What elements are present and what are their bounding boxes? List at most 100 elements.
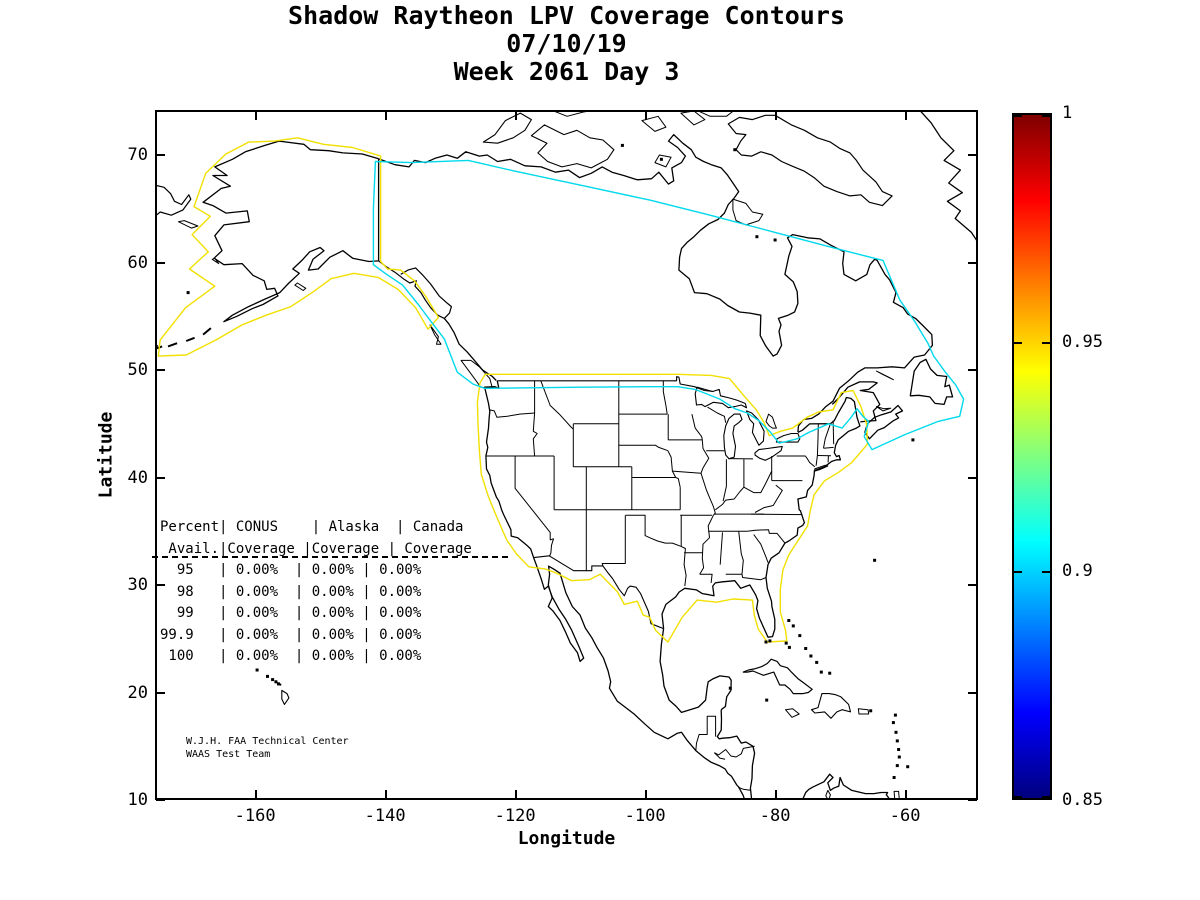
x-tick-mark--100 <box>644 790 647 799</box>
map-layer-melville-island-edge <box>554 112 587 117</box>
y-tick-mark-right-30 <box>968 584 977 587</box>
map-island-dot-2 <box>271 678 275 682</box>
x-tick-mark-top--160 <box>254 111 257 120</box>
figure-date: 07/10/19 <box>506 29 627 58</box>
x-tick-mark-top--60 <box>904 111 907 120</box>
map-layer-nova-scotia <box>864 404 904 440</box>
map-island-dot-35 <box>659 157 663 161</box>
map-layer-state-ny-pa <box>776 455 816 468</box>
map-island-dot-31 <box>765 698 769 702</box>
y-tick-label-30: 30 <box>127 575 148 596</box>
map-layer-pacific-coast <box>483 380 745 798</box>
coverage-table-row-1: 98 | 0.00% | 0.00% | 0.00% <box>160 583 422 600</box>
x-tick-label--160: -160 <box>234 806 276 826</box>
map-island-dot-26 <box>804 647 808 650</box>
colorbar-tick-mark-0.95-right <box>1042 342 1050 344</box>
x-tick-mark--140 <box>384 790 387 799</box>
map-layer-state-sd-ne <box>618 444 669 452</box>
y-tick-label-10: 10 <box>127 790 148 811</box>
coverage-table-row-4: 100 | 0.00% | 0.00% | 0.00% <box>160 648 422 664</box>
map-layer-el-salvador-border <box>713 752 726 760</box>
map-layer-state-la-ms <box>699 573 713 583</box>
map-layer-cuba <box>742 658 813 695</box>
map-layer-state-al-ga <box>738 531 744 575</box>
map-layer-contour-cyan-canada <box>372 159 965 451</box>
map-island-dot-21 <box>787 619 791 622</box>
map-island-dot-9 <box>186 291 190 295</box>
map-layer-costa-rica-border <box>737 786 752 791</box>
credit-block: W.J.H. FAA Technical Center WAAS Test Te… <box>186 736 349 761</box>
map-layer-state-ia-mo <box>672 470 702 474</box>
map-island-dot-29 <box>819 670 823 674</box>
map-layer-lake-maracaibo <box>825 789 831 798</box>
map-island-dot-27 <box>809 654 813 658</box>
y-tick-mark-50 <box>156 369 165 372</box>
figure-title: Shadow Raytheon LPV Coverage Contours <box>288 1 845 30</box>
map-layer-state-w-va <box>754 484 783 513</box>
map-layer-vancouver-island <box>460 359 493 389</box>
x-tick-label--60: -60 <box>889 806 921 826</box>
map-island-dot-23 <box>784 641 788 645</box>
map-layer-us-canada-border-49 <box>497 376 714 393</box>
map-layer-arctic-coast-mainland <box>378 133 934 432</box>
map-layer-gaspe-coast <box>831 381 881 423</box>
map-layer-lake-superior <box>694 386 748 409</box>
map-layer-state-fl-n <box>725 573 767 581</box>
map-layer-state-ms-al <box>719 532 723 565</box>
map-layer-somerset-island <box>680 112 706 126</box>
y-tick-mark-right-20 <box>968 691 977 694</box>
coverage-table-header-0: Percent| CONUS | Alaska | Canada <box>160 519 464 535</box>
x-tick-mark--60 <box>904 790 907 799</box>
map-island-dot-22 <box>791 624 795 628</box>
map-island-dot-8 <box>873 558 877 562</box>
credit-line-1: W.J.H. FAA Technical Center <box>186 736 349 747</box>
y-tick-mark-30 <box>156 584 165 587</box>
colorbar-tick-label-0.95: 0.95 <box>1062 332 1103 352</box>
map-island-dot-12 <box>894 730 898 734</box>
map-layer-state-ohio-river <box>714 470 773 511</box>
map-island-dot-13 <box>895 739 899 743</box>
map-layer-state-mississippi-upper <box>691 413 716 516</box>
y-tick-label-50: 50 <box>127 360 148 381</box>
map-layer-aleutian-3 <box>167 342 178 348</box>
map-layer-anticosti-island <box>876 370 894 381</box>
map-layer-caribbean-coast <box>659 628 756 798</box>
map-layer-king-william-island <box>654 154 672 168</box>
credit-line-2: WAAS Test Team <box>186 748 271 760</box>
y-tick-mark-60 <box>156 261 165 264</box>
x-tick-label--80: -80 <box>759 806 791 826</box>
colorbar-tick-mark-0.95-left <box>1014 342 1022 344</box>
colorbar-tick-label-0.85: 0.85 <box>1062 790 1103 810</box>
map-layer-devon-island-edge <box>699 112 733 117</box>
map-island-dot-30 <box>828 671 832 675</box>
map-layer-chukotka-coast <box>157 184 192 216</box>
colorbar-tick-label-0.9: 0.9 <box>1062 561 1093 581</box>
map-layer-lake-erie <box>754 445 783 461</box>
map-island-dot-28 <box>815 660 819 664</box>
y-tick-mark-right-10 <box>968 799 977 802</box>
map-layer-baffin-island <box>727 114 893 207</box>
map-layer-haida-gwaii <box>429 324 442 345</box>
y-tick-mark-right-40 <box>968 476 977 479</box>
x-tick-mark-top--120 <box>514 111 517 120</box>
map-island-dot-20 <box>869 709 873 713</box>
map-plot-area <box>155 110 978 800</box>
map-layer-state-va-nc <box>751 513 803 516</box>
map-layer-lake-michigan <box>723 413 743 460</box>
y-axis-label-wrap: Latitude <box>86 380 126 530</box>
map-island-dot-32 <box>728 686 732 690</box>
map-layer-puerto-rico <box>857 708 870 715</box>
map-layer-alaska-mainland <box>202 140 379 323</box>
map-layer-conus-east-gulf-coast <box>661 396 861 638</box>
map-island-dot-14 <box>897 748 901 751</box>
y-tick-label-60: 60 <box>127 252 148 273</box>
map-layer-lake-huron <box>745 410 765 446</box>
map-island-dot-16 <box>895 764 899 768</box>
map-island-dot-19 <box>893 713 897 717</box>
map-layer-south-america-coast <box>802 773 890 798</box>
map-layer-state-ga-sc <box>753 534 769 563</box>
y-axis-label: Latitude <box>95 411 117 499</box>
y-tick-label-70: 70 <box>127 145 148 166</box>
map-layer-state-nh-ma <box>823 446 834 449</box>
